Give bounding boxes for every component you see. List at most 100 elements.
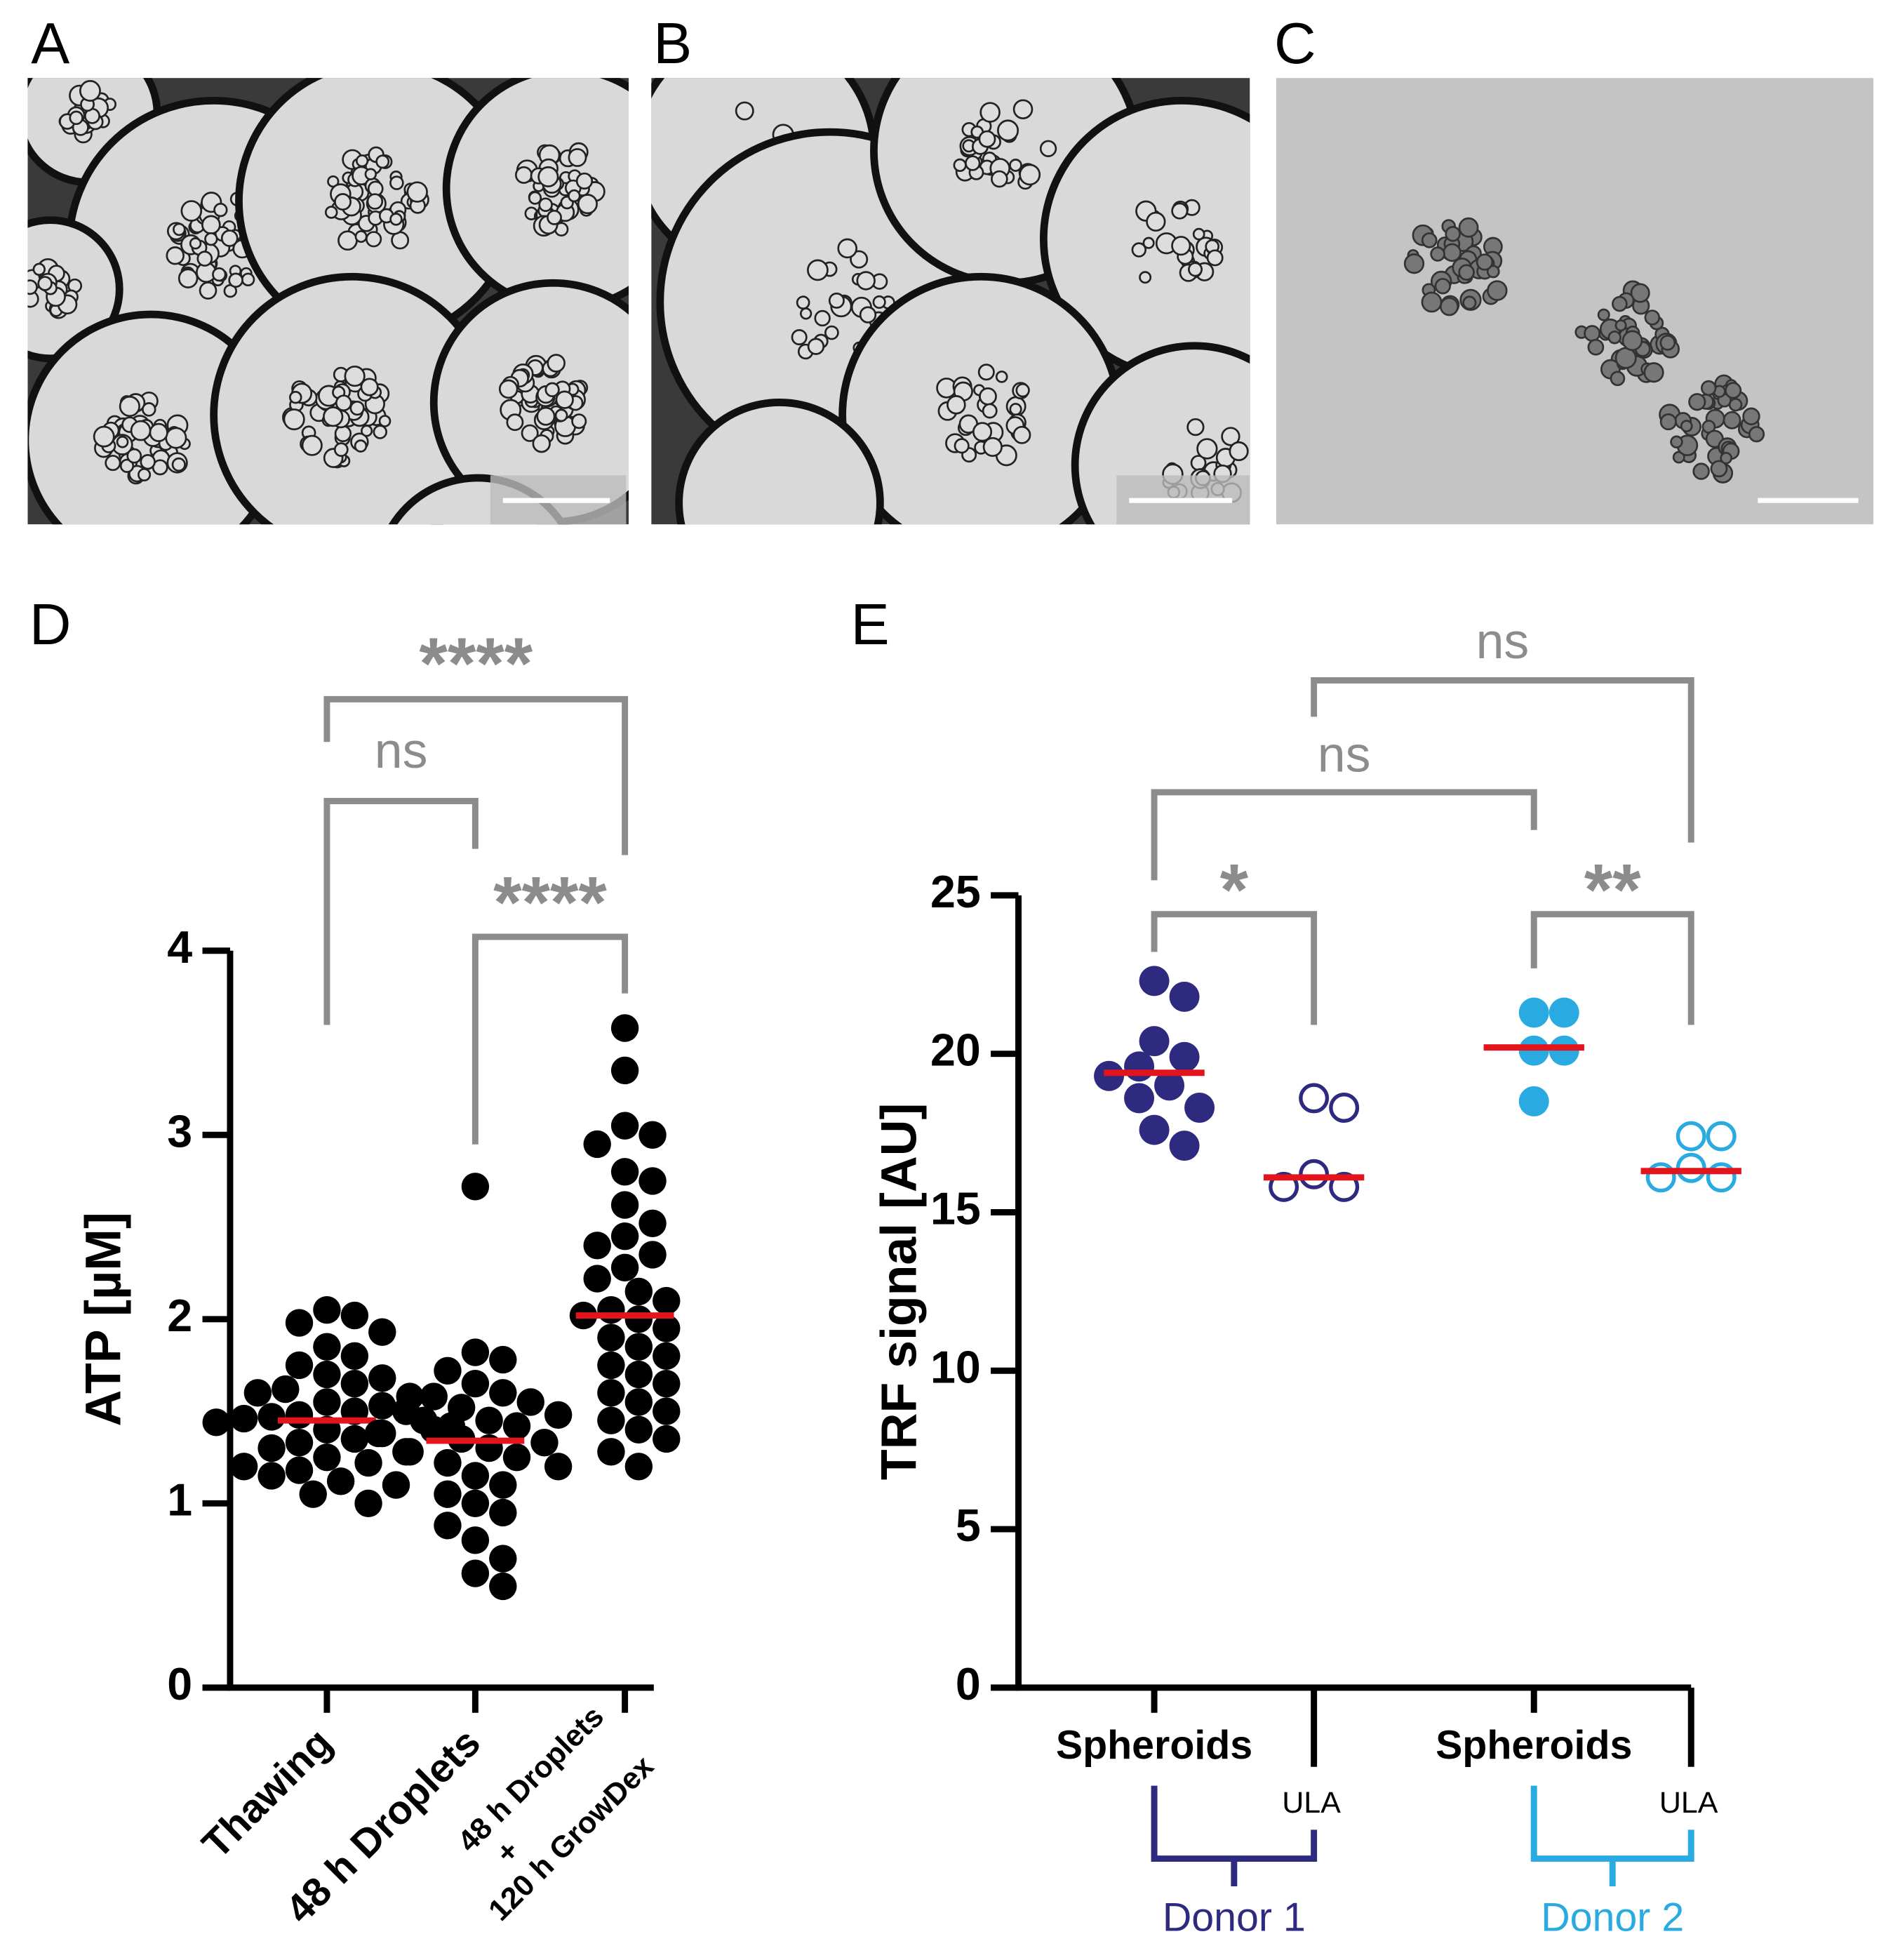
data-point — [243, 1379, 272, 1407]
donor-label: Donor 1 — [1163, 1895, 1306, 1940]
data-point — [653, 1314, 681, 1342]
data-point — [624, 1305, 653, 1333]
cell — [464, 546, 476, 557]
panel-label: B — [653, 11, 692, 76]
significance-label: ns — [1476, 613, 1530, 669]
data-point — [461, 1173, 490, 1201]
cell — [568, 148, 587, 167]
panel-label: E — [851, 592, 890, 657]
cell — [354, 439, 368, 453]
donor-bracket — [1530, 1785, 1694, 1886]
cell — [807, 259, 829, 281]
data-point — [313, 1443, 341, 1472]
cell — [289, 390, 302, 404]
cell — [334, 193, 352, 211]
data-point — [1169, 1041, 1200, 1072]
cell — [1015, 382, 1030, 398]
cell — [344, 365, 366, 387]
micrographs — [27, 78, 1874, 601]
cell — [1142, 236, 1155, 249]
cell — [995, 371, 1008, 383]
cell — [373, 425, 387, 439]
cell — [1720, 451, 1732, 465]
cell — [364, 168, 377, 180]
data-point — [299, 1480, 327, 1508]
cell — [228, 272, 243, 288]
cell — [1587, 338, 1605, 356]
cell — [354, 230, 368, 244]
cell — [473, 568, 488, 583]
data-point — [313, 1388, 341, 1416]
cell — [1139, 271, 1152, 284]
data-point — [489, 1379, 517, 1407]
cell — [37, 276, 53, 291]
cell — [1009, 159, 1022, 172]
cell — [532, 434, 551, 453]
data-point — [610, 1222, 639, 1251]
data-point — [583, 1232, 611, 1260]
data-point — [1184, 1092, 1215, 1123]
significance-bracket — [323, 798, 479, 1025]
data-point — [624, 1277, 653, 1306]
data-point — [653, 1425, 681, 1453]
data-point — [583, 1265, 611, 1293]
cell — [1019, 164, 1041, 186]
cell — [577, 194, 598, 215]
data-point — [610, 1253, 639, 1282]
cell — [333, 442, 349, 458]
data-point — [1139, 966, 1170, 996]
cell — [979, 102, 1001, 123]
cell — [1039, 140, 1057, 157]
cell — [1146, 211, 1166, 232]
cell — [361, 425, 373, 437]
cell — [997, 119, 1019, 142]
data-point — [653, 1342, 681, 1371]
cell — [1742, 407, 1760, 426]
data-point — [313, 1360, 341, 1389]
cell — [189, 237, 202, 250]
cell — [1012, 99, 1034, 120]
cell — [547, 209, 562, 225]
cell — [1692, 462, 1710, 480]
cell — [1192, 227, 1205, 241]
y-tick-label: 3 — [167, 1106, 192, 1156]
data-point — [1124, 1083, 1155, 1114]
cell — [324, 206, 338, 219]
cell — [474, 583, 492, 601]
significance-bracket — [472, 933, 629, 1145]
cell — [149, 422, 168, 442]
cell — [1723, 411, 1741, 429]
cell — [1614, 319, 1627, 332]
data-point — [1676, 1121, 1706, 1152]
y-tick-label: 0 — [956, 1659, 981, 1709]
cell — [824, 325, 839, 340]
cell — [791, 329, 808, 346]
data-point — [1299, 1083, 1330, 1114]
cell — [528, 191, 542, 205]
cell — [204, 232, 218, 246]
data-point — [285, 1351, 314, 1380]
data-point — [489, 1471, 517, 1499]
cell — [506, 413, 524, 432]
cell — [166, 246, 185, 265]
cell — [1206, 249, 1224, 267]
y-axis-title: ATP [µM] — [75, 1212, 131, 1426]
significance-bracket — [1151, 789, 1537, 881]
cell — [796, 295, 810, 310]
x-tick-label: ULA — [1282, 1786, 1341, 1820]
micrograph — [651, 78, 1250, 525]
cell — [1196, 438, 1218, 460]
cell — [1748, 426, 1765, 443]
significance-label: ns — [1318, 727, 1371, 783]
cell — [1188, 262, 1203, 277]
y-axis-title: TRF signal [AU] — [871, 1103, 928, 1480]
cell — [856, 271, 876, 291]
data-point — [461, 1338, 490, 1366]
cell — [1659, 413, 1677, 431]
cell — [872, 295, 886, 309]
cell — [555, 390, 574, 409]
cell — [201, 215, 221, 235]
cell — [366, 193, 384, 210]
